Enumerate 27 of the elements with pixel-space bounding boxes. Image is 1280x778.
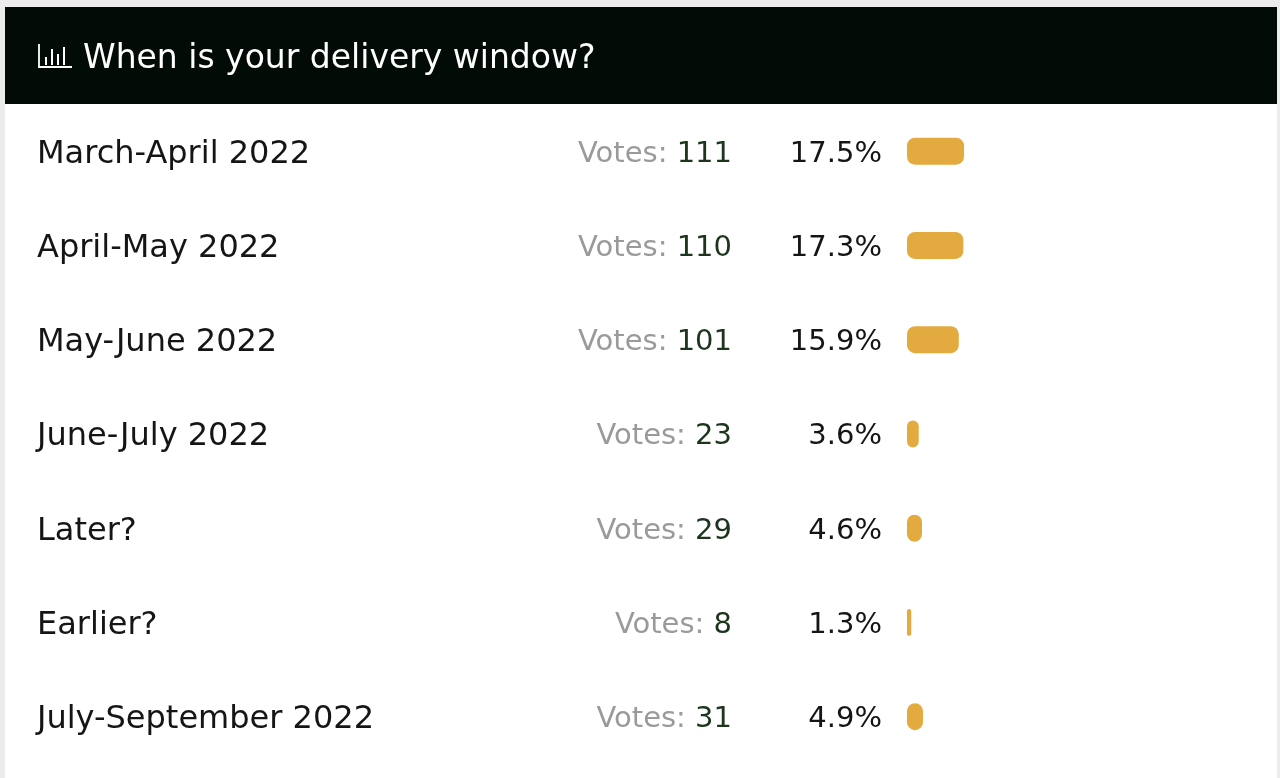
text: Votes: 110 xyxy=(578,228,732,263)
data-label: 4.6% xyxy=(808,511,882,546)
data-label: 3.6% xyxy=(808,417,882,452)
bar xyxy=(907,420,919,448)
text: Votes: 111 xyxy=(578,134,732,169)
bar xyxy=(907,608,912,636)
text: Votes: 101 xyxy=(578,323,732,358)
text: Votes: 31 xyxy=(596,700,732,735)
y-tick-label: Later? xyxy=(37,509,137,548)
y-tick-label: May-June 2022 xyxy=(37,321,278,360)
y-tick-label: July-September 2022 xyxy=(35,698,375,737)
y-tick-label: Earlier? xyxy=(37,603,158,642)
data-label: 15.9% xyxy=(789,323,882,358)
text: Votes: 29 xyxy=(596,511,732,546)
y-tick-label: March-April 2022 xyxy=(37,132,311,171)
data-label: 1.3% xyxy=(808,605,882,640)
bar xyxy=(907,137,964,165)
data-label: 17.3% xyxy=(789,228,882,263)
bar xyxy=(907,231,964,259)
text: Votes: 23 xyxy=(596,417,732,452)
data-label: 17.5% xyxy=(789,134,882,169)
data-label: 4.9% xyxy=(808,700,882,735)
bar xyxy=(907,326,959,354)
y-tick-label: June-July 2022 xyxy=(35,415,270,454)
y-tick-label: April-May 2022 xyxy=(37,226,280,265)
text: When is your delivery window? xyxy=(83,36,596,76)
text: Votes: 8 xyxy=(614,605,732,640)
